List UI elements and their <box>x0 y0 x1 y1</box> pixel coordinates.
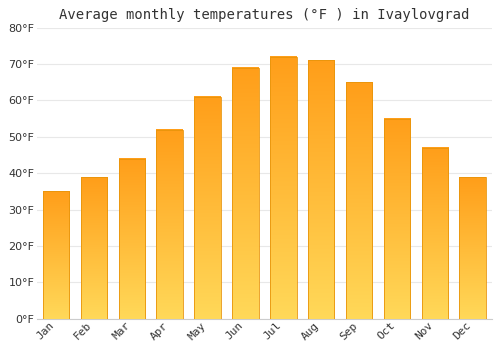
Bar <box>460 177 486 319</box>
Bar <box>118 159 145 319</box>
Title: Average monthly temperatures (°F ) in Ivaylovgrad: Average monthly temperatures (°F ) in Iv… <box>59 8 470 22</box>
Bar <box>422 148 448 319</box>
Bar <box>232 68 258 319</box>
Bar <box>270 57 296 319</box>
Bar <box>194 97 221 319</box>
Bar <box>43 191 70 319</box>
Bar <box>308 61 334 319</box>
Bar <box>346 82 372 319</box>
Bar <box>156 130 183 319</box>
Bar <box>80 177 107 319</box>
Bar <box>384 119 410 319</box>
